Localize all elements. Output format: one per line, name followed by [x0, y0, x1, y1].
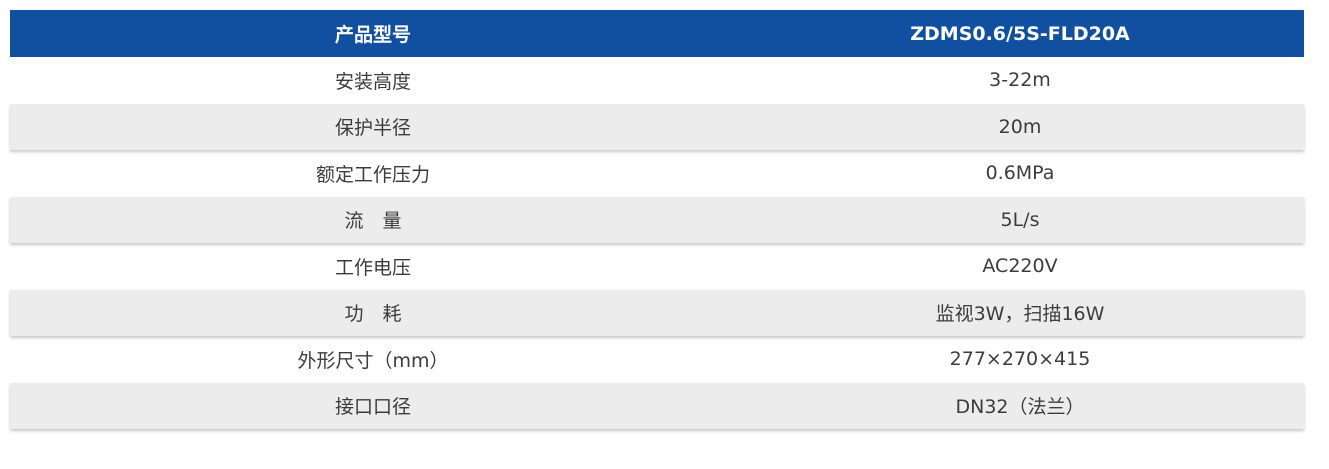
row-label-cell: 保护半径 [334, 117, 411, 140]
row-value-cell: 277×270×415 [949, 348, 1091, 371]
table-row: 接口口径 DN32（法兰） [10, 382, 1304, 429]
table-row: 流 量 5L/s [10, 196, 1304, 243]
row-value-cell: 5L/s [1000, 208, 1040, 231]
table-row: 功 耗 监视3W，扫描16W [10, 289, 1304, 336]
row-label-cell: 额定工作压力 [315, 163, 430, 186]
row-label-cell: 安装高度 [334, 70, 411, 93]
row-value-cell: 20m [998, 115, 1042, 138]
table-row: 外形尺寸（mm） 277×270×415 [10, 336, 1304, 383]
spec-table: 产品型号 ZDMS0.6/5S-FLD20A 安装高度 3-22m 保护半径 2… [10, 10, 1304, 429]
row-label-cell: 流 量 [344, 210, 402, 233]
table-row: 额定工作压力 0.6MPa [10, 150, 1304, 197]
header-label-cell: 产品型号 [334, 24, 411, 46]
row-value-cell: AC220V [982, 255, 1058, 278]
table-row: 工作电压 AC220V [10, 243, 1304, 290]
row-label-cell: 功 耗 [344, 303, 402, 326]
row-label-cell: 外形尺寸（mm） [297, 349, 449, 372]
row-value-cell: 监视3W，扫描16W [935, 303, 1105, 326]
row-label-cell: 接口口径 [334, 396, 411, 419]
table-header-row: 产品型号 ZDMS0.6/5S-FLD20A [10, 10, 1304, 57]
row-value-cell: 3-22m [989, 69, 1051, 92]
row-value-cell: DN32（法兰） [955, 396, 1085, 419]
table-row: 安装高度 3-22m [10, 57, 1304, 104]
row-label-cell: 工作电压 [334, 256, 411, 279]
row-value-cell: 0.6MPa [985, 162, 1055, 185]
table-row: 保护半径 20m [10, 103, 1304, 150]
header-value-cell: ZDMS0.6/5S-FLD20A [910, 22, 1130, 45]
